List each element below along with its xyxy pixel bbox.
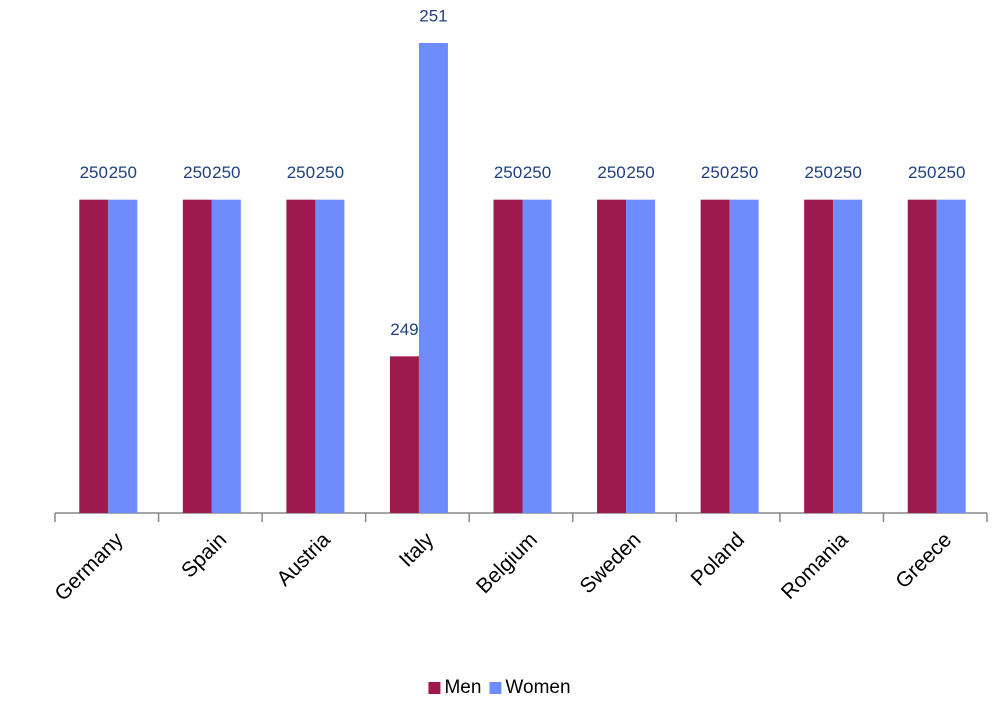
bar (907, 199, 937, 513)
bar (626, 199, 656, 513)
value-label: 250 (730, 163, 758, 182)
value-label: 250 (804, 163, 832, 182)
value-label: 251 (419, 6, 447, 25)
value-label: 250 (626, 163, 654, 182)
x-tick-label: Italy (395, 528, 439, 572)
bar (315, 199, 345, 513)
bar (522, 199, 552, 513)
value-label: 250 (833, 163, 861, 182)
bar (700, 199, 730, 513)
bar (79, 199, 109, 513)
value-label: 250 (701, 163, 729, 182)
x-tick-label: Austria (272, 528, 335, 591)
bar (182, 199, 212, 513)
value-label: 250 (183, 163, 211, 182)
x-tick-label: Spain (177, 528, 231, 582)
x-tick-label: Sweden (576, 528, 646, 598)
value-label: 250 (908, 163, 936, 182)
bar (418, 43, 448, 513)
bar (389, 356, 419, 513)
legend-swatch (428, 682, 441, 694)
value-label: 250 (523, 163, 551, 182)
x-tick-label: Greece (891, 528, 956, 593)
value-label: 250 (597, 163, 625, 182)
bar (286, 199, 316, 513)
value-label: 250 (80, 163, 108, 182)
x-tick-label: Belgium (472, 528, 542, 598)
x-tick-label: Poland (687, 528, 750, 591)
value-label: 249 (390, 320, 418, 339)
value-label: 250 (494, 163, 522, 182)
bar (211, 199, 241, 513)
value-label: 250 (109, 163, 137, 182)
value-label: 250 (316, 163, 344, 182)
value-label: 250 (212, 163, 240, 182)
bar (804, 199, 834, 513)
bar (936, 199, 966, 513)
legend-swatch (489, 682, 502, 694)
value-label: 250 (287, 163, 315, 182)
bar (493, 199, 523, 513)
x-tick-label: Germany (50, 528, 128, 606)
legend-label: Women (505, 677, 570, 698)
legend-label: Men (444, 677, 481, 698)
bar (833, 199, 863, 513)
value-label: 250 (937, 163, 965, 182)
x-tick-label: Romania (777, 528, 853, 604)
bar (729, 199, 759, 513)
bar (108, 199, 138, 513)
bar (597, 199, 627, 513)
